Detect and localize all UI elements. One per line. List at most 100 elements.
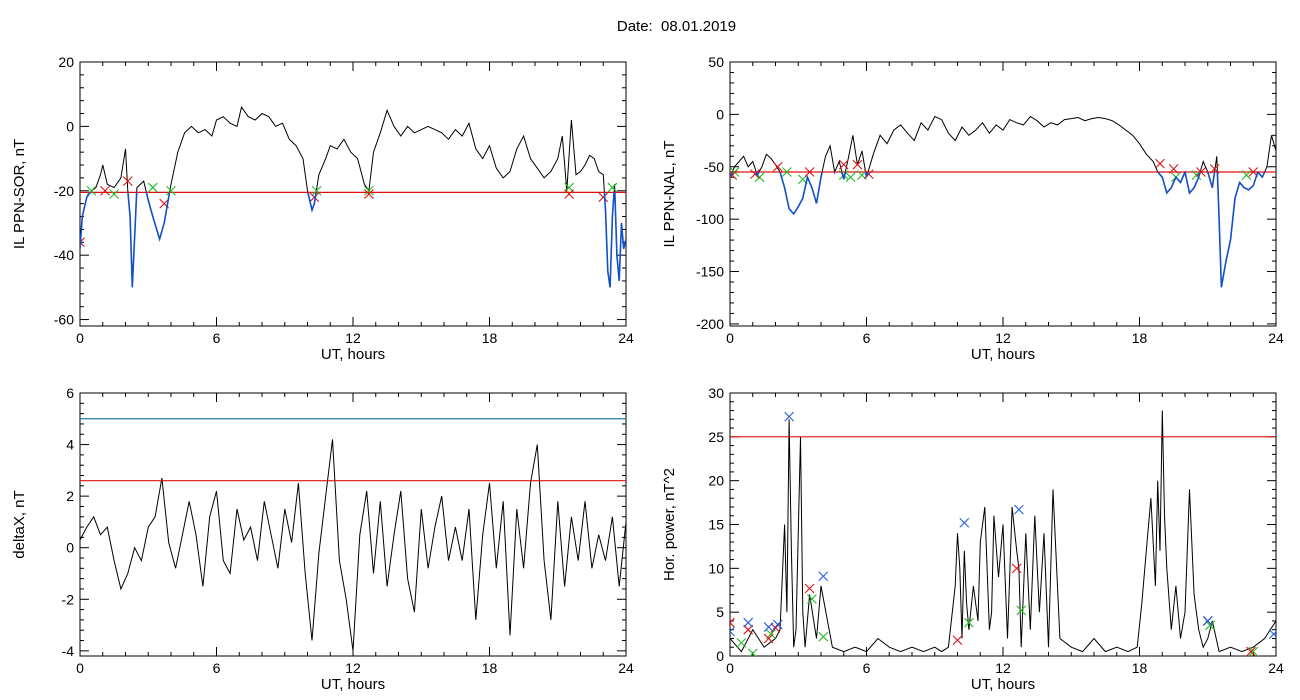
y-tick-label: 0 — [716, 648, 724, 664]
green-x-marker — [109, 189, 120, 199]
y-tick-label: -200 — [696, 316, 724, 332]
blue-x-marker — [730, 626, 735, 637]
green-x-marker — [166, 185, 176, 196]
red-x-marker — [122, 176, 133, 187]
x-tick-label: 24 — [1268, 660, 1284, 676]
green-x-marker — [1248, 646, 1259, 656]
blue-x-marker-stroke — [818, 571, 829, 582]
blue-x-marker — [1202, 616, 1213, 626]
green-x-marker — [963, 617, 974, 628]
red-x-marker-stroke — [804, 583, 815, 594]
green-x-marker-stroke — [754, 172, 765, 183]
plot-area — [730, 115, 1276, 288]
red-x-marker — [743, 624, 754, 635]
red-x-marker-stroke — [1011, 563, 1022, 574]
green-x-marker — [147, 182, 158, 193]
red-x-marker-stroke — [564, 189, 575, 199]
red-x-marker-stroke — [804, 167, 815, 177]
x-tick-label: 12 — [995, 330, 1011, 346]
red-x-marker — [100, 185, 110, 196]
red-x-marker — [309, 192, 320, 203]
y-axis-label: IL PPN-NAL, nT — [661, 141, 678, 248]
red-x-marker-stroke — [952, 635, 963, 646]
plot-area — [730, 410, 1276, 656]
y-tick-label: -2 — [62, 591, 75, 607]
red-x-marker-stroke — [1155, 158, 1165, 169]
y-tick-label: 50 — [708, 54, 724, 70]
green-x-marker-stroke — [736, 637, 747, 648]
series-trace — [730, 410, 1276, 653]
y-tick-label: -100 — [696, 211, 724, 227]
y-tick-label: 2 — [66, 488, 74, 504]
x-tick-label: 6 — [863, 660, 871, 676]
blue-x-marker — [1268, 629, 1276, 639]
red-x-marker — [564, 189, 575, 199]
y-tick-label: -150 — [696, 264, 724, 280]
green-x-marker — [845, 172, 856, 183]
red-x-marker-stroke — [1248, 167, 1259, 177]
x-tick-label: 18 — [1132, 330, 1148, 346]
red-x-marker-stroke — [743, 624, 754, 635]
blue-x-marker-stroke — [784, 411, 795, 422]
green-x-marker — [838, 170, 849, 181]
green-x-marker-stroke — [1016, 605, 1027, 616]
y-tick-label: -4 — [62, 643, 75, 659]
red-x-marker — [838, 159, 849, 170]
blue-x-marker-stroke — [959, 517, 970, 528]
red-x-marker — [730, 617, 735, 628]
blue-x-marker — [1014, 504, 1024, 515]
green-x-marker — [747, 648, 758, 656]
chart-date-title: Date: 08.01.2019 — [616, 18, 737, 35]
red-x-marker-stroke — [730, 170, 738, 179]
red-x-marker-stroke — [730, 621, 735, 628]
red-x-marker — [804, 583, 815, 594]
y-tick-label: 15 — [708, 517, 724, 533]
green-x-marker-stroke — [749, 648, 758, 656]
x-tick-label: 6 — [863, 330, 871, 346]
green-x-marker-stroke — [1241, 170, 1252, 181]
series-trace-below — [730, 172, 1266, 288]
y-tick-label: 20 — [58, 54, 74, 70]
red-x-marker-stroke — [598, 192, 609, 203]
below-threshold-area — [730, 172, 1266, 288]
red-x-marker-stroke — [838, 159, 849, 170]
red-x-marker-stroke — [763, 633, 774, 644]
y-tick-label: -60 — [54, 312, 74, 328]
blue-x-marker — [763, 622, 774, 632]
panel-hor-power: 0 5 10 15 20 25 30 0 6 12 18 24 UT, hours Hor. power,… — [661, 385, 1284, 693]
red-x-marker-stroke — [1209, 163, 1220, 174]
x-axis-label: UT, hours — [971, 676, 1035, 693]
blue-x-marker-stroke — [1202, 616, 1213, 626]
blue-x-marker-stroke — [730, 630, 735, 637]
red-x-marker-stroke — [159, 198, 170, 209]
red-x-marker — [952, 635, 963, 646]
red-x-marker — [750, 169, 760, 179]
red-x-marker-stroke — [364, 189, 374, 199]
y-tick-label: 6 — [66, 385, 74, 401]
red-x-marker — [1246, 646, 1256, 656]
green-x-marker — [818, 631, 829, 642]
plot-area — [80, 105, 626, 288]
green-x-marker-stroke — [807, 594, 817, 604]
red-x-marker-stroke — [80, 241, 85, 248]
x-tick-label: 24 — [618, 330, 634, 346]
y-tick-label: 0 — [66, 118, 74, 134]
blue-x-marker — [784, 411, 795, 422]
y-tick-label: 5 — [716, 604, 724, 620]
green-x-marker-stroke — [818, 631, 829, 642]
x-axis-label: UT, hours — [321, 346, 385, 363]
x-tick-label: 24 — [618, 660, 634, 676]
x-axis-label: UT, hours — [321, 676, 385, 693]
plot-frame — [729, 61, 1277, 327]
y-tick-label: -50 — [704, 159, 724, 175]
green-x-marker — [311, 185, 322, 196]
x-tick-label: 6 — [213, 660, 221, 676]
red-x-marker — [1155, 158, 1165, 169]
panel-nal: -200 -150 -100 -50 0 50 0 6 12 18 24 UT, hours IL PP… — [661, 54, 1284, 363]
red-x-marker — [80, 237, 85, 248]
green-x-marker — [807, 594, 817, 604]
red-x-marker-stroke — [1246, 646, 1256, 656]
red-x-marker-stroke — [750, 169, 760, 179]
